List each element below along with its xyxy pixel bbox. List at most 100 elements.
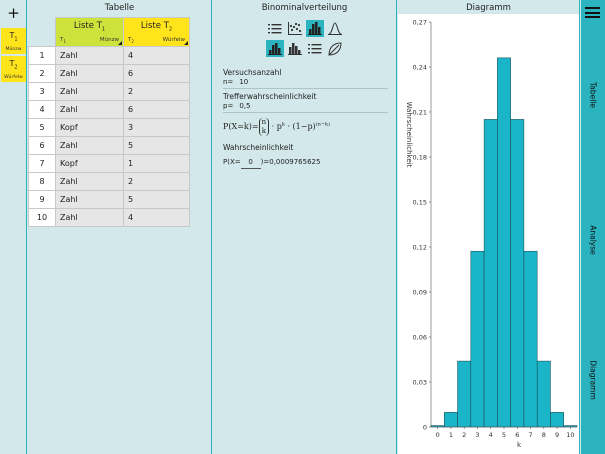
- col2-name-sub: 2: [168, 26, 173, 33]
- column-header-t2[interactable]: Liste T2 T2 Würfelw: [123, 17, 190, 47]
- row-number: 4: [28, 99, 56, 119]
- histogram-bar: [550, 412, 564, 428]
- sidebar-tab-tabelle[interactable]: Tabelle: [588, 81, 598, 109]
- list-tab-strip: + T1 Münzw T2 Würfelw: [0, 0, 27, 454]
- histogram-alt-icon[interactable]: [286, 40, 304, 57]
- table-cell[interactable]: Kopf: [55, 153, 124, 173]
- x-tick-label: 0: [436, 431, 440, 439]
- x-tick-label: 3: [475, 431, 479, 439]
- table-row: 9 Zahl 5: [28, 189, 190, 209]
- trials-label: Versuchsanzahl: [223, 68, 282, 77]
- probability-value[interactable]: 0,5: [239, 102, 251, 110]
- y-tick-label: 0,21: [413, 109, 427, 117]
- k-input[interactable]: 0: [240, 157, 261, 169]
- y-tick-label: 0,27: [413, 19, 427, 27]
- list-tab-t1[interactable]: T1 Münzw: [1, 28, 26, 54]
- table-cell[interactable]: 1: [123, 153, 190, 173]
- table-corner: [28, 17, 56, 47]
- y-tick-label: 0,15: [413, 199, 427, 207]
- bell-curve-icon[interactable]: [326, 20, 344, 37]
- formula-rest: · (1−p): [287, 122, 316, 131]
- histogram-filled-icon[interactable]: [266, 40, 284, 57]
- sidebar-tab-diagramm[interactable]: Diagramm: [588, 360, 598, 400]
- table-row: 6 Zahl 5: [28, 135, 190, 155]
- column-header-t1[interactable]: Liste T1 T1 Münzw: [55, 17, 124, 47]
- histogram-bar: [510, 119, 525, 428]
- scatter-icon[interactable]: [286, 20, 304, 37]
- y-tick-label: 0,09: [413, 289, 427, 297]
- y-tick-label: 0,18: [413, 154, 427, 162]
- result-prefix: P(X=: [223, 158, 241, 166]
- leaf-icon[interactable]: [326, 40, 344, 57]
- col1-name: Liste T: [73, 21, 102, 31]
- trials-field[interactable]: n= 10: [223, 77, 388, 89]
- table-cell[interactable]: 5: [123, 189, 190, 209]
- table-row: 10 Zahl 4: [28, 207, 190, 227]
- table-cell[interactable]: 4: [123, 207, 190, 227]
- binomial-panel: Binominalverteilung Versuchsanzahl n= 10 …: [213, 0, 397, 454]
- tab-t1-name: T: [9, 31, 15, 40]
- chart-panel: Diagramm 0 0,03 0,06 0,09 0,12 0,15 0,18 0,21 0,…: [398, 0, 580, 454]
- table-cell[interactable]: Zahl: [55, 81, 124, 101]
- row-number: 7: [28, 153, 56, 173]
- tab-t2-name: T: [9, 59, 15, 68]
- menu-icon[interactable]: [585, 7, 600, 18]
- table-cell[interactable]: Zahl: [55, 189, 124, 209]
- row-number: 1: [28, 45, 56, 65]
- column-menu-icon[interactable]: [184, 40, 188, 45]
- column-menu-icon[interactable]: [118, 40, 122, 45]
- probability-field[interactable]: p= 0,5: [223, 101, 388, 113]
- table-cell[interactable]: Zahl: [55, 63, 124, 83]
- chart-panel-title: Diagramm: [466, 3, 511, 13]
- list-icon[interactable]: [266, 20, 284, 37]
- table-cell[interactable]: Kopf: [55, 117, 124, 137]
- table-row: 5 Kopf 3: [28, 117, 190, 137]
- formula-exp-k: k: [281, 121, 285, 128]
- chart-area: 0 0,03 0,06 0,09 0,12 0,15 0,18 0,21 0,24 0,27 0 1 2…: [398, 14, 579, 454]
- table-cell[interactable]: Zahl: [55, 135, 124, 155]
- x-tick-label: 2: [462, 431, 466, 439]
- table-cell[interactable]: Zahl: [55, 207, 124, 227]
- sidebar-tab-analyse[interactable]: Analyse: [588, 225, 598, 255]
- table-cell[interactable]: Zahl: [55, 171, 124, 191]
- binom-bottom: k: [261, 127, 266, 135]
- histogram-icon[interactable]: [306, 20, 324, 37]
- table-cell[interactable]: 3: [123, 117, 190, 137]
- table-cell[interactable]: 6: [123, 99, 190, 119]
- col1-var-sub: 1: [63, 38, 66, 44]
- add-list-button[interactable]: +: [7, 4, 20, 22]
- histogram-bar: [483, 119, 498, 428]
- result-suffix: )=: [260, 158, 270, 166]
- table-cell[interactable]: Zahl: [55, 45, 124, 65]
- row-number: 10: [28, 207, 56, 227]
- list-alt-icon[interactable]: [306, 40, 324, 57]
- tab-t2-short: Würfelw: [4, 74, 23, 80]
- histogram-bar: [523, 250, 538, 428]
- table-row: 1 Zahl 4: [28, 45, 190, 65]
- col2-var: T: [128, 36, 132, 43]
- binom-top: n: [261, 118, 267, 126]
- x-tick-label: 1: [449, 431, 453, 439]
- probability-label: Trefferwahrscheinlichkeit: [223, 92, 317, 101]
- binomial-formula: P(X=k)= n k · pk · (1−p)(n−k): [223, 118, 330, 136]
- histogram-bar: [470, 250, 485, 428]
- table-panel-title: Tabelle: [104, 3, 135, 13]
- x-tick-label: 9: [555, 431, 559, 439]
- right-sidebar: Tabelle Analyse Diagramm: [581, 0, 605, 454]
- table-cell[interactable]: 2: [123, 171, 190, 191]
- tab-t1-short: Münzw: [5, 46, 22, 52]
- tab-t1-sub: 1: [14, 36, 18, 43]
- result-label: Wahrscheinlichkeit: [223, 143, 294, 152]
- trials-value[interactable]: 10: [239, 78, 249, 86]
- tab-t2-sub: 2: [14, 64, 18, 71]
- list-tab-t2[interactable]: T2 Würfelw: [1, 56, 26, 82]
- table-cell[interactable]: 6: [123, 63, 190, 83]
- row-number: 8: [28, 171, 56, 191]
- table-cell[interactable]: 2: [123, 81, 190, 101]
- table-cell[interactable]: 4: [123, 45, 190, 65]
- x-tick-label: 10: [566, 431, 574, 439]
- table-cell[interactable]: 5: [123, 135, 190, 155]
- table-cell[interactable]: Zahl: [55, 99, 124, 119]
- table-row: 7 Kopf 1: [28, 153, 190, 173]
- row-number: 5: [28, 117, 56, 137]
